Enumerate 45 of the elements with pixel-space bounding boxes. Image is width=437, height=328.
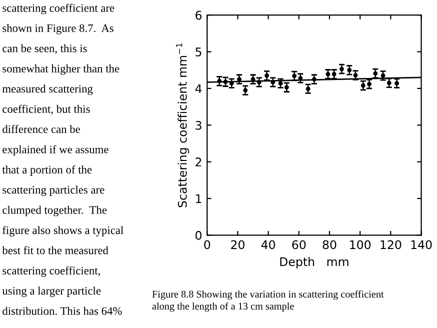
text: somewhat higher than the bbox=[2, 64, 120, 75]
point bbox=[306, 86, 310, 92]
point bbox=[332, 72, 336, 76]
point bbox=[284, 85, 289, 90]
text: shown in Figure 8.7. As bbox=[2, 24, 114, 34]
point bbox=[353, 73, 358, 78]
point bbox=[278, 81, 283, 86]
point bbox=[326, 72, 330, 76]
y-tick-label: 6 bbox=[196, 10, 202, 20]
y-tick-label: 2 bbox=[196, 158, 202, 166]
point bbox=[394, 81, 400, 86]
y-axis-title: Scattering coefficient mm$^{−1}$ bbox=[176, 43, 190, 208]
x-tick-label: 100 bbox=[350, 240, 371, 250]
text: coefficient, but this bbox=[2, 104, 90, 114]
text: along the length of a 13 cm sample bbox=[152, 302, 294, 312]
x-tick-label: 140 bbox=[411, 240, 432, 250]
y-tick-label: 0 bbox=[196, 230, 202, 240]
y-tick-label: 4 bbox=[195, 84, 202, 93]
x-tick-label: 120 bbox=[380, 240, 402, 250]
text: that a portion of the bbox=[2, 165, 92, 176]
text: difference can be bbox=[2, 124, 80, 134]
text: explained if we assume bbox=[2, 145, 108, 156]
text: figure also shows a typical bbox=[2, 226, 124, 236]
text: distribution. This has 64% bbox=[2, 306, 122, 315]
text: scattering coefficient are bbox=[2, 4, 114, 14]
text: measured scattering bbox=[2, 84, 93, 95]
text: can be seen, this is bbox=[2, 44, 87, 54]
text: scattering particles are bbox=[2, 186, 104, 196]
x-tick-label: 80 bbox=[322, 240, 336, 250]
point bbox=[380, 73, 386, 78]
x-tick-label: 40 bbox=[261, 240, 276, 250]
point bbox=[264, 73, 270, 78]
y-tick-label: 1 bbox=[196, 194, 202, 203]
y-tick-label: 3 bbox=[196, 120, 202, 130]
text: clumped together. The bbox=[2, 206, 107, 216]
text: scattering coefficient, bbox=[2, 266, 100, 277]
x-axis-title: Depth mm bbox=[280, 257, 348, 268]
caption: Figure 8.8 Showing the variation in scattering coefficient bbox=[152, 290, 384, 300]
text: using a larger particle bbox=[2, 286, 101, 297]
x-tick-label: 60 bbox=[292, 240, 306, 250]
point bbox=[243, 88, 248, 93]
y-tick-label: 5 bbox=[196, 48, 202, 56]
x-tick-label: 20 bbox=[231, 240, 244, 250]
x-tick-label: 0 bbox=[204, 240, 210, 250]
text: best fit to the measured bbox=[2, 246, 108, 254]
